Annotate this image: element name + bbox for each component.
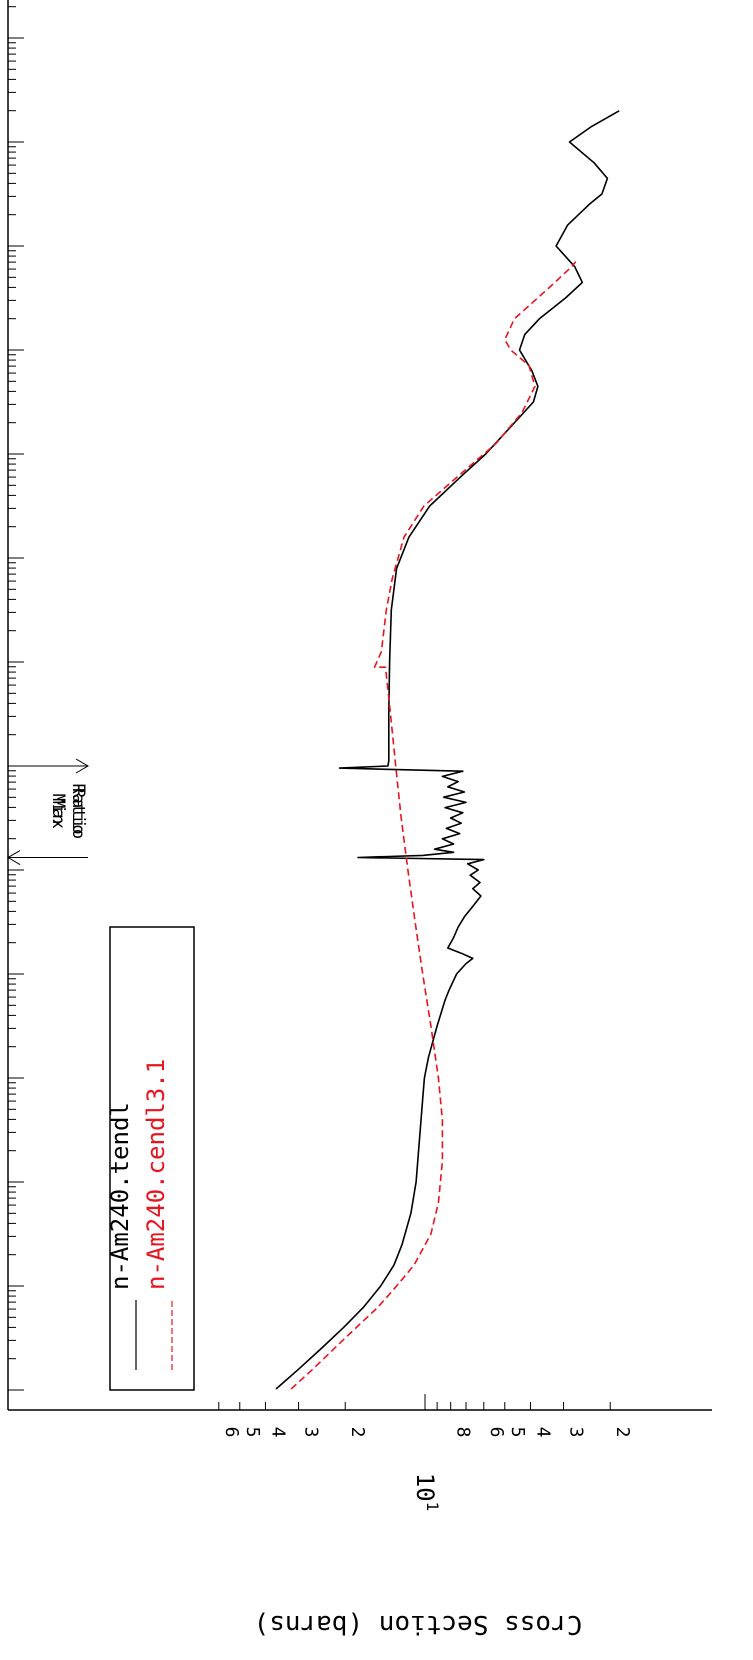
y-tick-label: 3 [566,1427,587,1438]
series-line-n-Am240.tendl [276,111,619,1389]
y-tick-label: 3 [301,1427,322,1438]
y-axis-title: Cross Section (barns) [254,1609,583,1639]
legend-label: n-Am240.cendl3.1 [142,1059,170,1290]
y-tick-label: 6 [221,1427,242,1438]
ratio-label: Ratio [68,783,88,834]
y-tick-label: 4 [532,1427,553,1438]
y-tick-label: 8 [453,1427,474,1438]
y-tick-label: 2 [612,1427,633,1438]
series-line-n-Am240.cendl3.1 [291,262,576,1389]
legend-label: n-Am240.tendl [106,1102,134,1290]
x-axis-ticks [8,7,24,1390]
y-tick-label: 6 [486,1427,507,1438]
y-tick-label: 5 [507,1427,528,1438]
series-layer [276,111,619,1389]
y-decade-label: 101 [411,1473,442,1512]
legend: n-Am240.tendl n-Am240.cendl3.1 [106,927,194,1390]
y-tick-label: 5 [242,1427,263,1438]
ratio-label: Min [48,794,68,825]
y-tick-label: 2 [347,1427,368,1438]
y-tick-label: 4 [267,1427,288,1438]
axis-labels: Cross Section (barns) [254,1609,583,1639]
